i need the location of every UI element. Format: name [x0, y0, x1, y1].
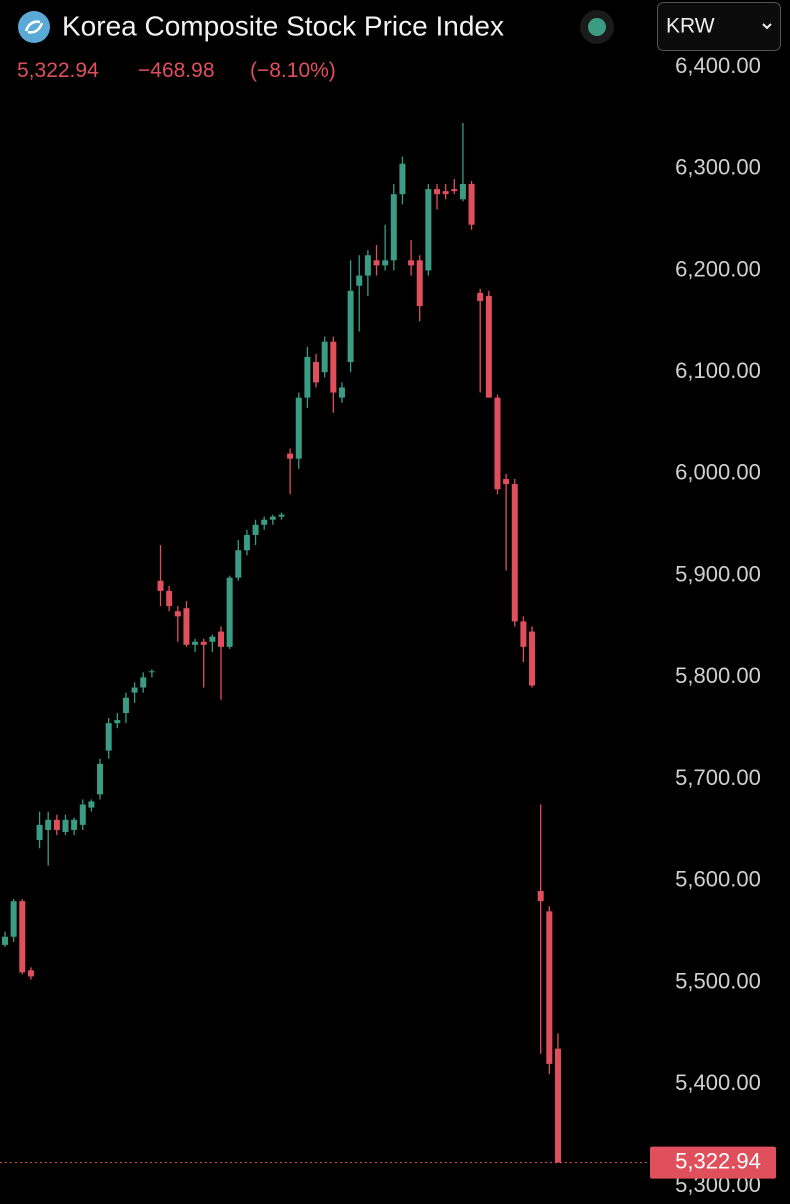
candle-body: [399, 163, 406, 195]
candle-body: [105, 723, 112, 751]
candle-body: [287, 453, 294, 459]
candle-body: [218, 631, 224, 647]
candle-body: [10, 901, 17, 937]
candle-body: [477, 292, 484, 301]
price-line: 5,322.94 −468.98 (−8.10%): [17, 59, 336, 82]
y-tick-label: 5,700.00: [675, 765, 761, 790]
candle-body: [252, 524, 259, 535]
candle-body: [451, 189, 458, 192]
candle-body: [62, 819, 69, 832]
candle-body: [79, 804, 86, 825]
dropdown-arrow[interactable]: [762, 23, 772, 30]
candle-body: [511, 484, 518, 622]
candle-body: [330, 341, 337, 393]
plot-area: [0, 122, 650, 1164]
candle-body: [131, 687, 138, 693]
y-tick-label: 6,200.00: [675, 256, 761, 281]
last-price-box: [650, 1146, 776, 1179]
last-price-label: 5,322.94: [675, 1148, 761, 1173]
header: Korea Composite Stock Price Index KRW 5,…: [17, 2, 781, 82]
candle-body: [36, 824, 43, 841]
y-axis: 5,300.005,400.005,500.005,600.005,700.00…: [650, 53, 776, 1197]
candle-body: [537, 890, 544, 902]
candle-body: [356, 275, 363, 286]
candle-body: [71, 819, 78, 830]
candle-body: [468, 184, 475, 225]
candle-body: [174, 611, 181, 617]
candle-body: [459, 184, 466, 200]
y-tick-label: 6,000.00: [675, 460, 761, 485]
candle-body: [554, 1048, 561, 1163]
y-tick-label: 6,300.00: [675, 155, 761, 180]
y-tick-label: 6,100.00: [675, 358, 761, 383]
currency-label[interactable]: KRW: [666, 15, 715, 38]
candle-body: [425, 189, 432, 271]
candle-body: [261, 519, 268, 525]
y-tick-label: 5,500.00: [675, 968, 761, 993]
candle-body: [364, 255, 371, 276]
price: 5,322.94: [17, 59, 99, 82]
candle-body: [321, 341, 328, 373]
candle-body: [416, 260, 423, 307]
candle-body: [304, 356, 311, 398]
candle-body: [140, 677, 147, 688]
candle-body: [192, 641, 199, 645]
candle-body: [269, 516, 276, 520]
candle-body: [226, 577, 233, 647]
candle-body: [200, 641, 207, 645]
candle-body: [382, 260, 389, 266]
candle-body: [503, 479, 510, 485]
candle-body: [97, 763, 104, 795]
candle-body: [347, 290, 354, 363]
candle-body: [148, 671, 155, 673]
candle-body: [529, 631, 536, 686]
change: −468.98: [138, 59, 215, 82]
y-tick-label: 6,400.00: [675, 53, 761, 78]
y-tick-label: 5,400.00: [675, 1070, 761, 1095]
candle-body: [2, 936, 8, 945]
candle-body: [373, 260, 380, 266]
candle-body: [546, 911, 553, 1064]
index-icon: [18, 11, 50, 43]
y-tick-label: 5,800.00: [675, 663, 761, 688]
candle-body: [157, 580, 164, 591]
candle-body: [88, 801, 95, 808]
candle-body: [243, 534, 250, 551]
candle-body: [494, 397, 501, 490]
candle-body: [53, 819, 60, 830]
candle-body: [520, 621, 527, 647]
candle-body: [183, 608, 190, 645]
candle-body: [485, 295, 492, 398]
candle-body: [27, 970, 34, 977]
candle-body: [45, 819, 52, 830]
candle-body: [122, 697, 129, 713]
candle-body: [338, 387, 345, 398]
candle-body: [278, 514, 285, 517]
status-dot: [588, 18, 606, 36]
candle-body: [209, 636, 216, 642]
y-tick-label: 5,600.00: [675, 867, 761, 892]
candle-body: [442, 191, 449, 195]
candle-body: [114, 720, 121, 724]
change-percent: (−8.10%): [250, 59, 336, 82]
y-tick-label: 5,900.00: [675, 561, 761, 586]
candle-body: [434, 189, 440, 195]
candle-body: [166, 590, 173, 607]
chart-title: Korea Composite Stock Price Index: [62, 10, 504, 41]
candle-body: [390, 194, 397, 261]
candle-body: [235, 550, 242, 578]
candle-body: [408, 260, 415, 266]
currency-select[interactable]: [657, 2, 781, 51]
candle-body: [19, 901, 26, 973]
candle-body: [313, 362, 320, 383]
candle-body: [295, 397, 302, 459]
index-icon-glyph: [24, 20, 44, 34]
